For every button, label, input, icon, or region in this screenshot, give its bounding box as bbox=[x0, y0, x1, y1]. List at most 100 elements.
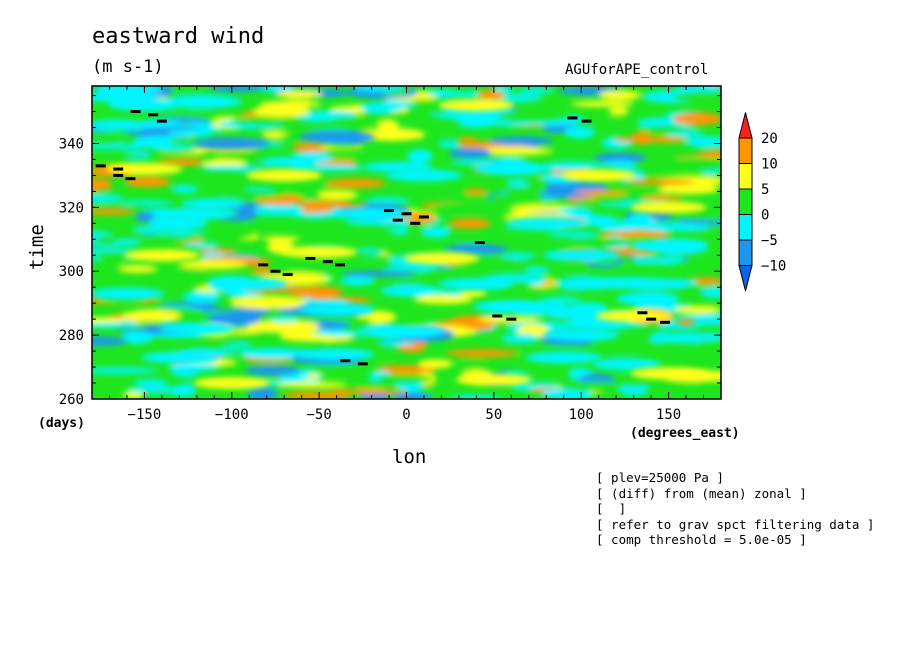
field-blob bbox=[124, 176, 171, 188]
field-blob bbox=[420, 226, 451, 238]
field-feature bbox=[508, 217, 585, 230]
field-feature bbox=[141, 351, 218, 364]
field-blob bbox=[136, 268, 206, 278]
field-blob bbox=[377, 374, 434, 384]
field-blob bbox=[547, 231, 599, 238]
field-blob bbox=[368, 352, 395, 362]
field-blob bbox=[247, 386, 278, 399]
field-blob bbox=[570, 100, 635, 107]
field-blob bbox=[331, 142, 361, 148]
field-blob bbox=[649, 335, 717, 344]
field-blob bbox=[107, 97, 181, 112]
x-tick-label: −100 bbox=[215, 407, 249, 423]
y-axis-label: time bbox=[26, 224, 48, 270]
field-blob bbox=[282, 391, 351, 399]
field-blob bbox=[430, 131, 463, 137]
field-blob bbox=[133, 226, 164, 233]
field-blob bbox=[355, 380, 388, 390]
field-blob bbox=[448, 218, 491, 229]
filter-marker bbox=[95, 164, 106, 168]
x-tick-label: 100 bbox=[569, 407, 594, 423]
filter-marker bbox=[637, 311, 648, 315]
field-blob bbox=[490, 192, 545, 206]
field-blob bbox=[592, 358, 662, 371]
field-blob bbox=[133, 379, 169, 386]
field-blob bbox=[379, 284, 443, 297]
field-blob bbox=[545, 180, 608, 194]
colorbar-segment bbox=[738, 137, 753, 164]
field-feature bbox=[281, 246, 358, 259]
field-blob bbox=[229, 296, 308, 310]
field-blob bbox=[171, 185, 198, 193]
field-feature bbox=[368, 325, 445, 338]
field-feature bbox=[630, 367, 707, 380]
field-blob bbox=[93, 390, 115, 399]
filter-marker bbox=[401, 212, 412, 216]
filter-marker bbox=[660, 320, 671, 324]
filter-marker bbox=[340, 359, 351, 363]
field-blob bbox=[322, 339, 385, 350]
filter-marker bbox=[581, 119, 592, 123]
field-blob bbox=[287, 286, 343, 298]
field-blob bbox=[121, 310, 181, 323]
field-blob bbox=[247, 319, 320, 333]
field-blob bbox=[456, 360, 490, 369]
field-blob bbox=[170, 99, 244, 106]
experiment-label: AGUforAPE_control bbox=[565, 62, 709, 78]
field-blob bbox=[99, 254, 127, 265]
field-blob bbox=[586, 117, 625, 124]
note-line: [ refer to grav spct filtering data ] bbox=[596, 516, 875, 532]
colorbar-label: −10 bbox=[761, 259, 786, 275]
note-line: [ comp threshold = 5.0e-05 ] bbox=[596, 532, 807, 547]
colorbar-segment bbox=[738, 112, 753, 139]
field-blob bbox=[183, 290, 222, 304]
field-feature bbox=[525, 351, 602, 364]
field-blob bbox=[614, 262, 669, 268]
y-tick-label: 300 bbox=[59, 264, 84, 280]
field-blob bbox=[198, 248, 238, 254]
field-blob bbox=[121, 331, 153, 345]
filter-marker bbox=[492, 314, 503, 318]
field-blob bbox=[560, 381, 633, 392]
field-blob bbox=[641, 195, 685, 202]
field-blob bbox=[539, 297, 582, 304]
field-feature bbox=[595, 309, 672, 322]
field-blob bbox=[252, 105, 311, 118]
y-axis: 260 280 300 320 340 bbox=[59, 95, 721, 408]
colorbar-segment bbox=[738, 163, 753, 190]
wind-field bbox=[92, 86, 721, 399]
field-blob bbox=[201, 159, 247, 167]
field-blob bbox=[318, 190, 358, 200]
field-blob bbox=[638, 125, 688, 134]
field-blob bbox=[598, 90, 641, 101]
field-blob bbox=[700, 286, 721, 298]
field-feature bbox=[473, 300, 550, 313]
field-blob bbox=[660, 157, 721, 171]
field-feature bbox=[385, 169, 462, 182]
field-blob bbox=[365, 197, 411, 204]
field-blob bbox=[311, 330, 380, 337]
field-blob bbox=[477, 90, 505, 102]
field-blob bbox=[327, 388, 406, 395]
filter-marker bbox=[335, 263, 346, 267]
field-blob bbox=[269, 316, 299, 323]
filter-marker bbox=[567, 116, 578, 120]
field-blob bbox=[290, 152, 333, 163]
field-blob bbox=[570, 237, 625, 247]
field-blob bbox=[619, 383, 648, 396]
field-feature bbox=[543, 329, 620, 342]
colorbar-label: 10 bbox=[761, 157, 778, 173]
field-blob bbox=[493, 86, 515, 92]
units-label: (m s-1) bbox=[92, 57, 164, 77]
field-blob bbox=[325, 178, 386, 189]
field-blob bbox=[92, 131, 127, 145]
field-blob bbox=[200, 165, 264, 172]
field-blob bbox=[601, 160, 638, 169]
field-blob bbox=[230, 115, 307, 126]
field-blob bbox=[674, 306, 721, 314]
filter-marker bbox=[282, 272, 293, 276]
filter-marker bbox=[113, 173, 124, 177]
field-feature bbox=[211, 278, 288, 291]
field-blob bbox=[92, 194, 124, 204]
